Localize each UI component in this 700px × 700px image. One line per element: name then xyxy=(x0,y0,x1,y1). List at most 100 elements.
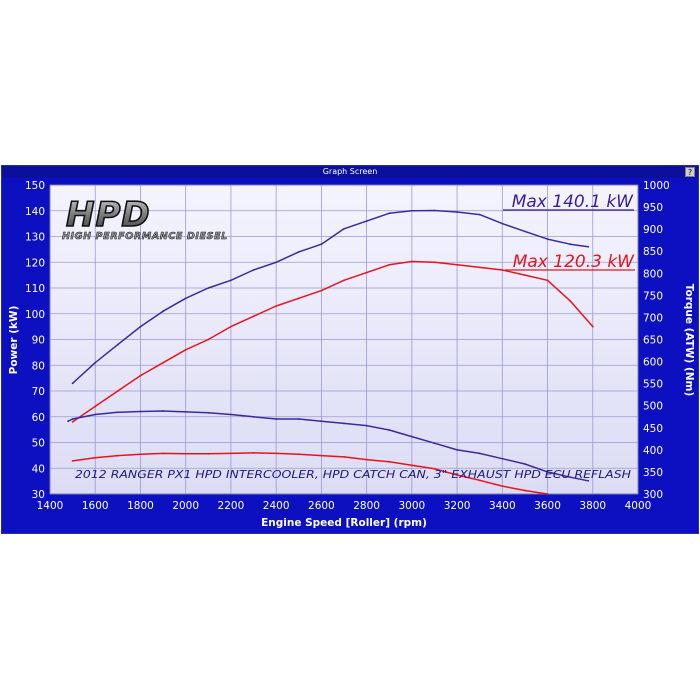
series-1-point xyxy=(252,315,255,318)
x-tick-label: 3400 xyxy=(489,500,516,512)
series-0-point xyxy=(71,382,74,385)
series-1-point xyxy=(524,274,526,276)
y-left-tick-label: 70 xyxy=(32,386,45,398)
series-0-point xyxy=(230,279,232,282)
series-2-point xyxy=(569,476,572,479)
y-left-tick-label: 40 xyxy=(32,463,45,475)
y-left-tick-label: 30 xyxy=(32,489,45,501)
series-1-point xyxy=(478,266,481,269)
max-power-annotation-blue: Max 140.1 kW xyxy=(512,192,634,212)
series-1-point xyxy=(94,405,97,408)
series-0-point xyxy=(501,222,504,225)
series-3-point xyxy=(433,467,436,470)
series-2-point xyxy=(297,418,300,420)
series-3-point xyxy=(71,460,74,462)
y-right-tick-label: 300 xyxy=(643,489,663,501)
y-right-tick-label: 900 xyxy=(643,224,663,236)
x-tick-labels: 1400 1600 1800 2000 2200 2400 2600 2800 3000 3200… xyxy=(37,500,652,512)
series-2-point xyxy=(67,420,69,423)
series-1-point xyxy=(162,361,165,364)
series-0-point xyxy=(524,230,526,233)
y-left-tick-label: 110 xyxy=(25,283,45,295)
x-tick-label: 1800 xyxy=(127,500,154,512)
series-2-point xyxy=(116,411,119,414)
y-right-tick-label: 600 xyxy=(643,357,663,369)
y-left-tick-label: 130 xyxy=(25,232,45,244)
series-3-point xyxy=(456,474,458,476)
y-left-tick-label: 50 xyxy=(32,438,45,450)
y-right-tick-label: 450 xyxy=(643,423,663,435)
series-0-point xyxy=(456,211,458,213)
series-3-point xyxy=(524,489,526,492)
y-left-tick-label: 140 xyxy=(25,206,45,218)
y-left-tick-label: 60 xyxy=(32,412,45,424)
series-0-point xyxy=(410,209,413,212)
x-axis-label: Engine Speed [Roller] (rpm) xyxy=(261,517,427,529)
series-2-point xyxy=(320,420,323,423)
y-right-tick-label: 350 xyxy=(643,467,663,479)
series-1-point xyxy=(501,269,504,271)
series-2-point xyxy=(207,411,210,414)
series-2-point xyxy=(433,442,436,445)
window-titlebar[interactable]: Graph Screen ? xyxy=(2,166,698,178)
series-line-3 xyxy=(72,452,548,495)
y-right-tick-label: 650 xyxy=(643,335,663,347)
series-2-point xyxy=(139,410,142,413)
series-2-point xyxy=(230,413,232,416)
series-3-point xyxy=(162,452,165,455)
y-left-tick-label: 150 xyxy=(25,180,45,192)
series-1-point xyxy=(388,263,391,266)
series-0-point xyxy=(252,269,255,271)
series-3-point xyxy=(478,479,481,482)
y-right-tick-label: 850 xyxy=(643,246,663,258)
series-0-point xyxy=(365,220,368,223)
y-right-tick-label: 550 xyxy=(643,379,663,391)
y-right-tick-labels: 300 350 400 450 500 550 600 650 700 750 800 850 900 9… xyxy=(643,180,670,501)
x-tick-label: 2200 xyxy=(218,500,245,512)
series-1-point xyxy=(365,271,368,274)
y-right-tick-label: 800 xyxy=(643,268,663,280)
series-1-point xyxy=(275,305,278,307)
series-1-point xyxy=(230,325,232,328)
grid-lines xyxy=(49,184,639,495)
series-2-point xyxy=(343,422,345,425)
series-3-point xyxy=(252,452,255,454)
series-1-point xyxy=(591,325,594,328)
y-left-tick-labels: 30 40 50 60 70 80 90 100 110 120 130 140 150 xyxy=(25,180,45,501)
hpd-logo: HPD HIGH PERFORMANCE DIESEL xyxy=(62,194,228,242)
series-3-point xyxy=(139,453,142,456)
series-2-point xyxy=(184,411,187,413)
series-2-point xyxy=(587,479,590,482)
series-line-0 xyxy=(72,209,589,384)
series-3-point xyxy=(501,485,504,487)
series-0-point xyxy=(297,251,300,253)
x-tick-label: 2800 xyxy=(353,500,380,512)
series-0-point xyxy=(139,325,142,328)
series-1-point xyxy=(297,297,300,300)
series-3-point xyxy=(365,458,368,461)
series-0-point xyxy=(569,243,572,246)
series-0-point xyxy=(207,287,210,289)
series-1-point xyxy=(410,260,413,263)
x-tick-label: 3000 xyxy=(398,500,425,512)
series-0-point xyxy=(116,343,119,346)
series-2-point xyxy=(478,452,481,455)
x-tick-label: 3200 xyxy=(444,500,471,512)
x-tick-label: 4000 xyxy=(625,500,652,512)
y-right-tick-label: 500 xyxy=(643,401,663,413)
logo-subtext: HIGH PERFORMANCE DIESEL xyxy=(62,231,228,242)
series-3-point xyxy=(410,464,413,467)
y-left-axis-label: Power (kW) xyxy=(8,306,20,375)
series-3-point xyxy=(184,452,187,455)
y-left-tick-label: 120 xyxy=(25,257,45,269)
series-lines xyxy=(67,209,594,495)
series-1-point xyxy=(207,338,210,341)
y-left-tick-label: 90 xyxy=(32,335,45,347)
logo-text: HPD xyxy=(66,195,151,235)
help-button[interactable]: ? xyxy=(685,167,695,177)
x-tick-label: 1600 xyxy=(82,500,109,512)
x-tick-label: 1400 xyxy=(37,500,64,512)
series-2-point xyxy=(365,424,368,427)
series-0-point xyxy=(546,238,549,241)
